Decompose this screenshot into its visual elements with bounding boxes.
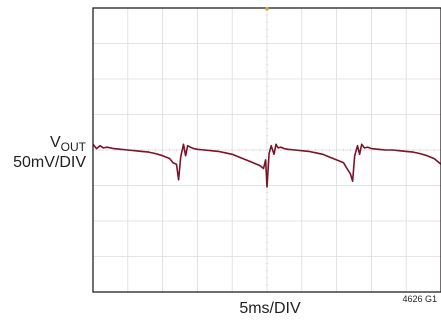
- y-axis-signal-label: VOUT: [2, 133, 86, 154]
- y-axis-signal-subscript: OUT: [60, 140, 86, 154]
- voltage-trace: [92, 143, 441, 188]
- x-axis-label: 5ms/DIV: [239, 300, 301, 317]
- y-axis-scale-label: 50mV/DIV: [13, 154, 86, 171]
- figure-id: 4626 G1: [402, 294, 437, 304]
- y-axis-signal-main: V: [49, 134, 61, 151]
- trigger-marker: [265, 7, 269, 11]
- center-axis-ticks: [99, 14, 435, 286]
